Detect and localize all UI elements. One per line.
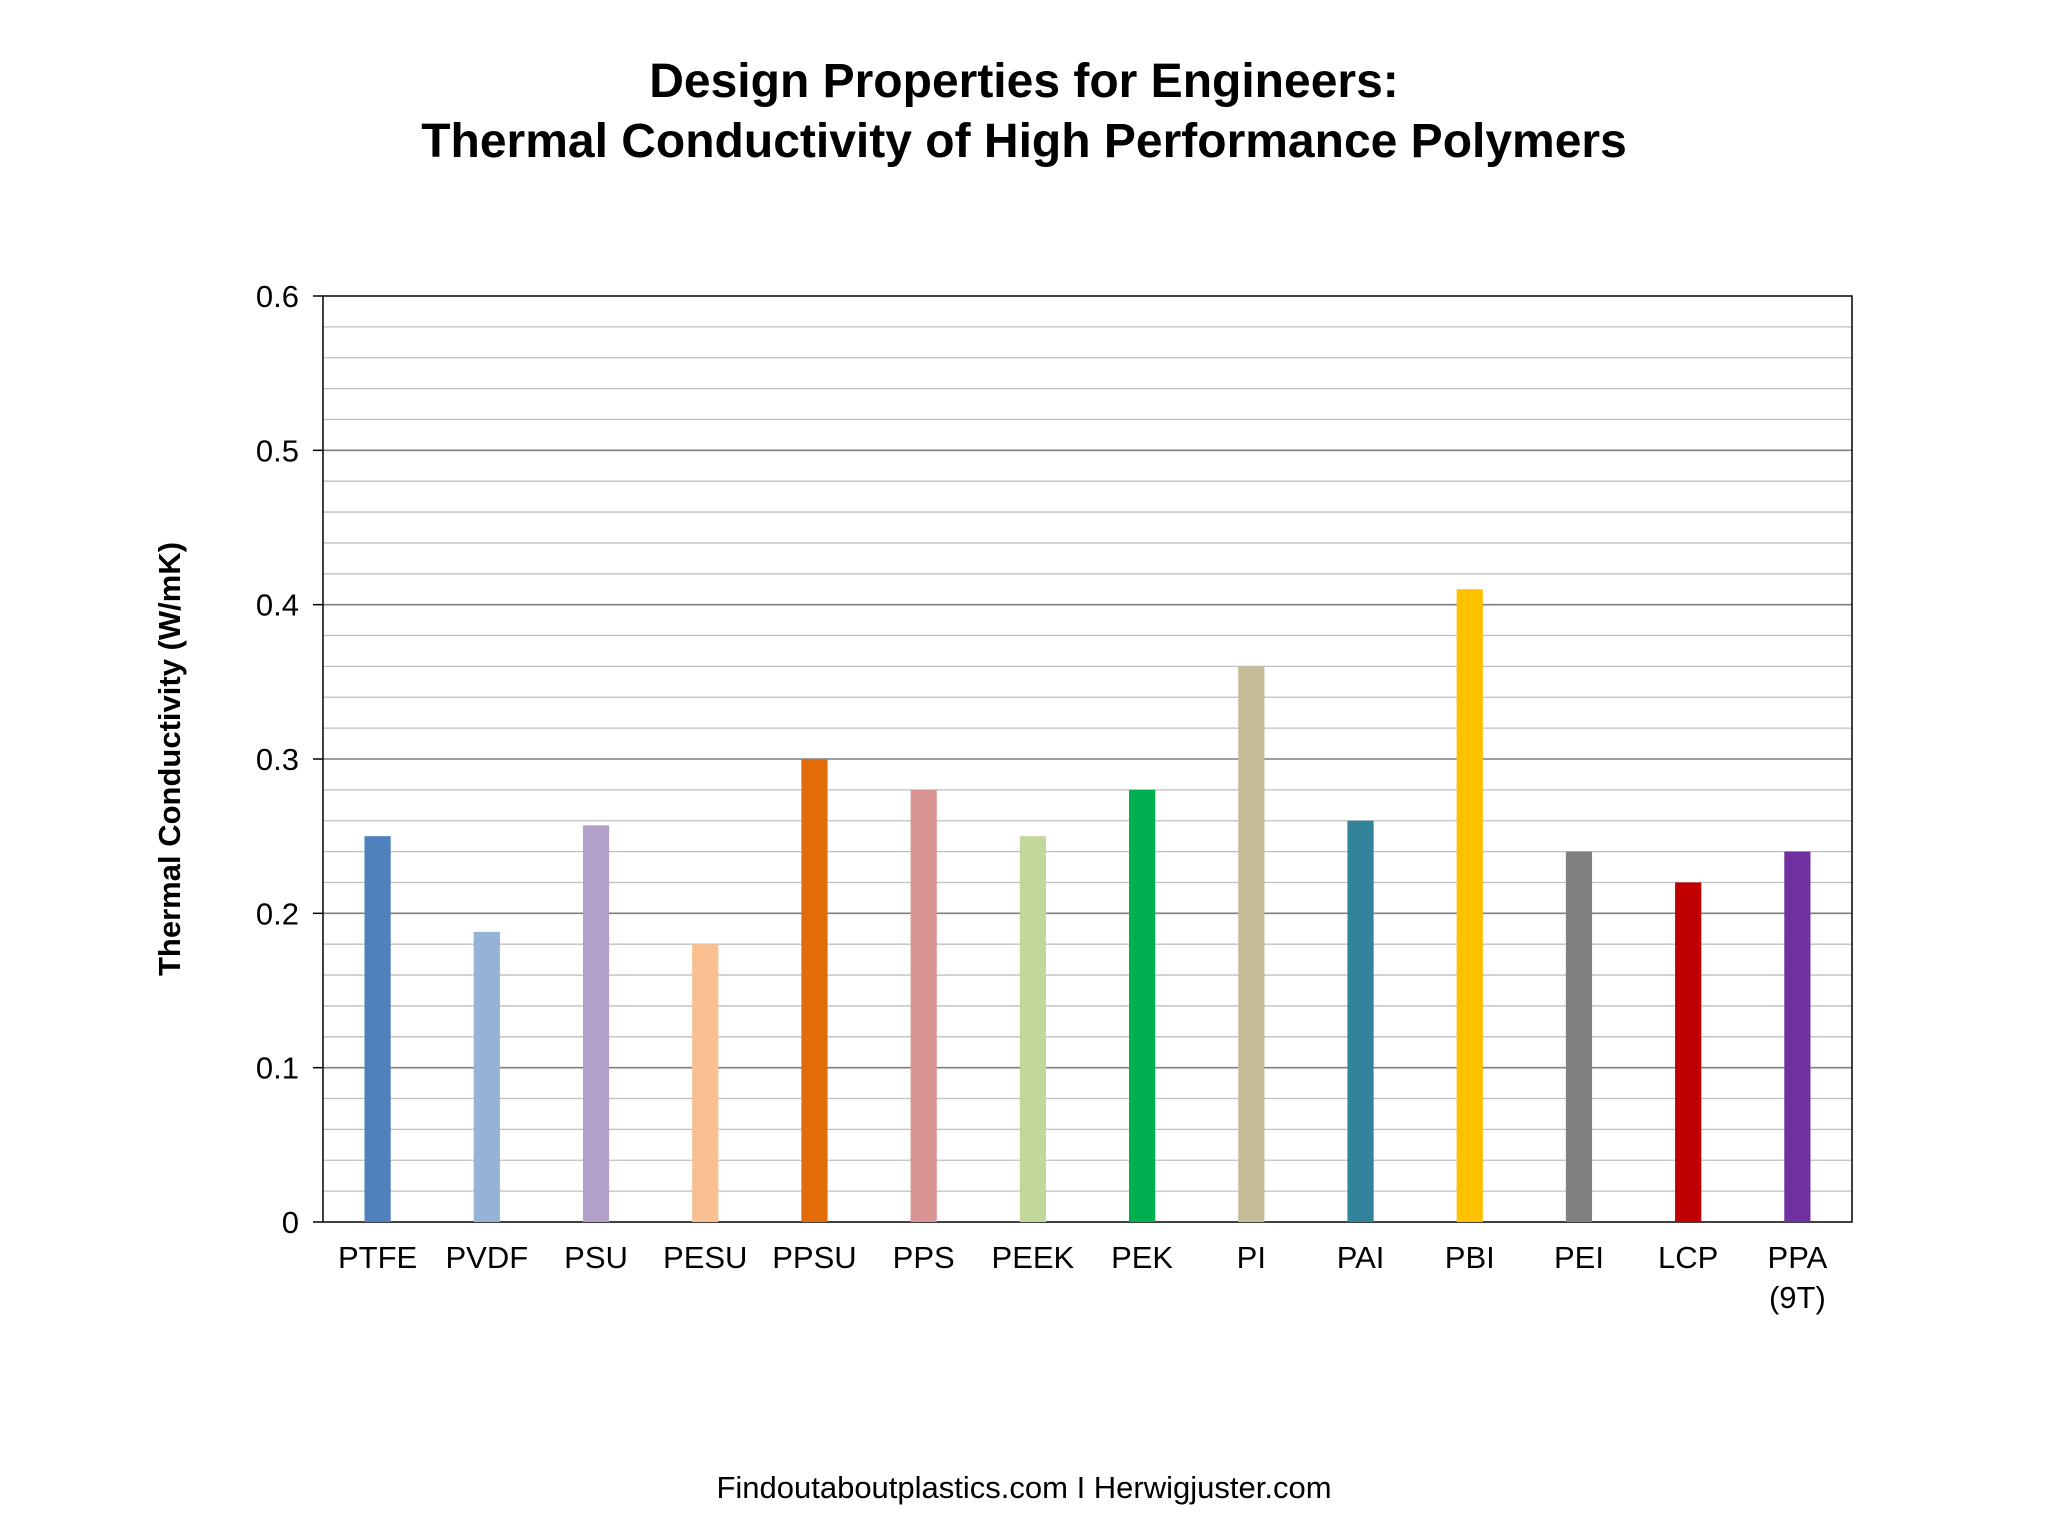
bar-pek [1129,789,1156,1222]
x-tick-label: PSU [564,1240,628,1275]
x-tick-label: PPSU [772,1240,856,1275]
bar-pvdf [473,931,500,1222]
x-tick-label: PESU [663,1240,747,1275]
x-tick-label: PVDF [445,1240,528,1275]
bars [364,589,1811,1222]
x-axis-labels: PTFE PVDF PSU PESU PPSU PPS PEEK PEK PI PAI PBI PEI… [338,1240,1828,1315]
y-tick-label: 0.6 [256,279,299,314]
x-tick-label: PTFE [338,1240,417,1275]
bar-pesu [692,944,719,1222]
bar-pps [910,789,937,1222]
bar-ppa [1784,851,1811,1222]
bar-pai [1347,820,1374,1222]
bar-psu [582,825,610,1222]
x-tick-label: PPS [893,1240,955,1275]
x-tick-label: PPA (9T) [1768,1240,1828,1315]
bar-ptfe [364,836,391,1222]
chart-title-line-1: Design Properties for Engineers: [649,55,1399,108]
gridlines [323,326,1852,1192]
bar-pei [1565,851,1593,1222]
x-tick-label: PI [1237,1240,1266,1275]
y-tick-label: 0.5 [256,433,299,468]
x-tick-label: PEK [1111,1240,1173,1275]
x-tick-label: PEEK [992,1240,1075,1275]
y-axis-ticks: 0 0.1 0.2 0.3 0.4 0.5 0.6 [256,279,323,1240]
bar-pbi [1456,589,1483,1222]
x-tick-label: LCP [1658,1240,1718,1275]
y-tick-label: 0.2 [256,896,299,931]
y-tick-label: 0.3 [256,742,299,777]
y-tick-label: 0.1 [256,1051,299,1086]
bar-ppsu [801,759,828,1222]
y-axis-label: Thermal Conductivity (W/mK) [152,542,187,976]
bar-lcp [1675,882,1702,1222]
bar-pi [1238,666,1265,1222]
x-tick-label: PEI [1554,1240,1604,1275]
chart-title-line-2: Thermal Conductivity of High Performance… [421,115,1627,168]
x-tick-label: PBI [1445,1240,1495,1275]
footer-credit: Findoutaboutplastics.com I Herwigjuster.… [716,1470,1332,1505]
bar-peek [1019,836,1046,1222]
x-tick-label: PAI [1337,1240,1385,1275]
y-tick-label: 0.4 [256,588,299,623]
y-tick-label: 0 [282,1205,299,1240]
